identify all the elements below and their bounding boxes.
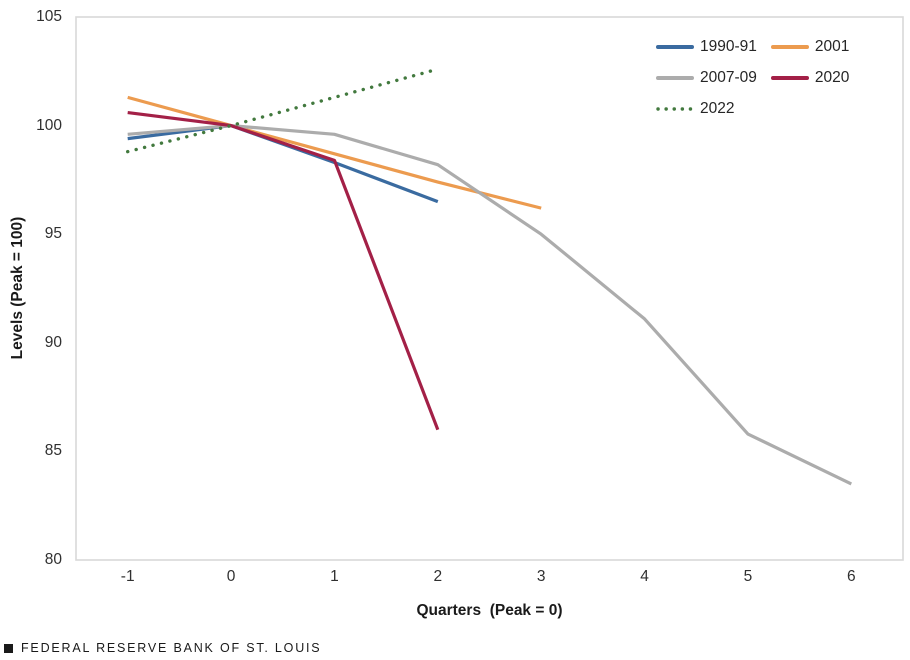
x-tick-label-1: 1 xyxy=(330,568,339,585)
series-line-2001 xyxy=(127,95,542,210)
x-tick-label-3: 3 xyxy=(536,568,546,585)
legend-item-2001: 2001 xyxy=(770,36,850,58)
x-tick-label-6: 6 xyxy=(847,568,856,585)
y-tick-label-100: 100 xyxy=(36,116,62,134)
legend-swatch-1990-91 xyxy=(656,45,694,49)
legend-label-1990-91: 1990-91 xyxy=(700,38,757,55)
x-tick-label-0: 0 xyxy=(226,568,236,585)
x-tick-label-4: 4 xyxy=(640,568,649,585)
y-tick-label-80: 80 xyxy=(44,551,62,568)
plot-border xyxy=(75,16,904,561)
y-tick-label-85: 85 xyxy=(44,442,62,460)
series-line-2022 xyxy=(125,67,440,154)
x-tick-label-5: 5 xyxy=(743,568,753,585)
square-bullet-icon xyxy=(4,643,13,653)
attribution-text: FEDERAL RESERVE BANK OF ST. LOUIS xyxy=(21,641,322,655)
legend-swatch-2022 xyxy=(656,107,694,111)
source-attribution: FEDERAL RESERVE BANK OF ST. LOUIS xyxy=(4,641,321,655)
y-tick-label-90: 90 xyxy=(44,333,62,351)
legend-swatch-2007-09 xyxy=(656,76,694,80)
x-tick-label--1: -1 xyxy=(120,568,135,585)
legend-swatch-2001 xyxy=(770,45,809,49)
legend-swatch-2020 xyxy=(770,76,809,80)
chart-legend: 1990-91 2001 2007-09 2020 2022 xyxy=(656,36,849,120)
x-tick-label-2: 2 xyxy=(433,568,443,585)
legend-label-2001: 2001 xyxy=(814,38,850,55)
y-tick-label-105: 105 xyxy=(36,8,62,25)
legend-label-2007-09: 2007-09 xyxy=(700,69,757,86)
series-line-2007-09 xyxy=(127,123,853,486)
legend-label-2020: 2020 xyxy=(814,69,850,86)
legend-item-2022: 2022 xyxy=(656,98,757,120)
x-axis-title: Quarters (Peak = 0) xyxy=(416,602,563,619)
legend-label-2022: 2022 xyxy=(700,100,735,117)
y-axis-title: Levels (Peak = 100) xyxy=(9,216,26,360)
legend-item-2020: 2020 xyxy=(770,67,850,89)
series-line-1990-91 xyxy=(127,123,439,204)
legend-item-1990-91: 1990-91 xyxy=(656,36,757,58)
y-tick-label-95: 95 xyxy=(44,225,62,243)
series-line-2020 xyxy=(127,110,440,431)
legend-item-2007-09: 2007-09 xyxy=(656,67,757,89)
